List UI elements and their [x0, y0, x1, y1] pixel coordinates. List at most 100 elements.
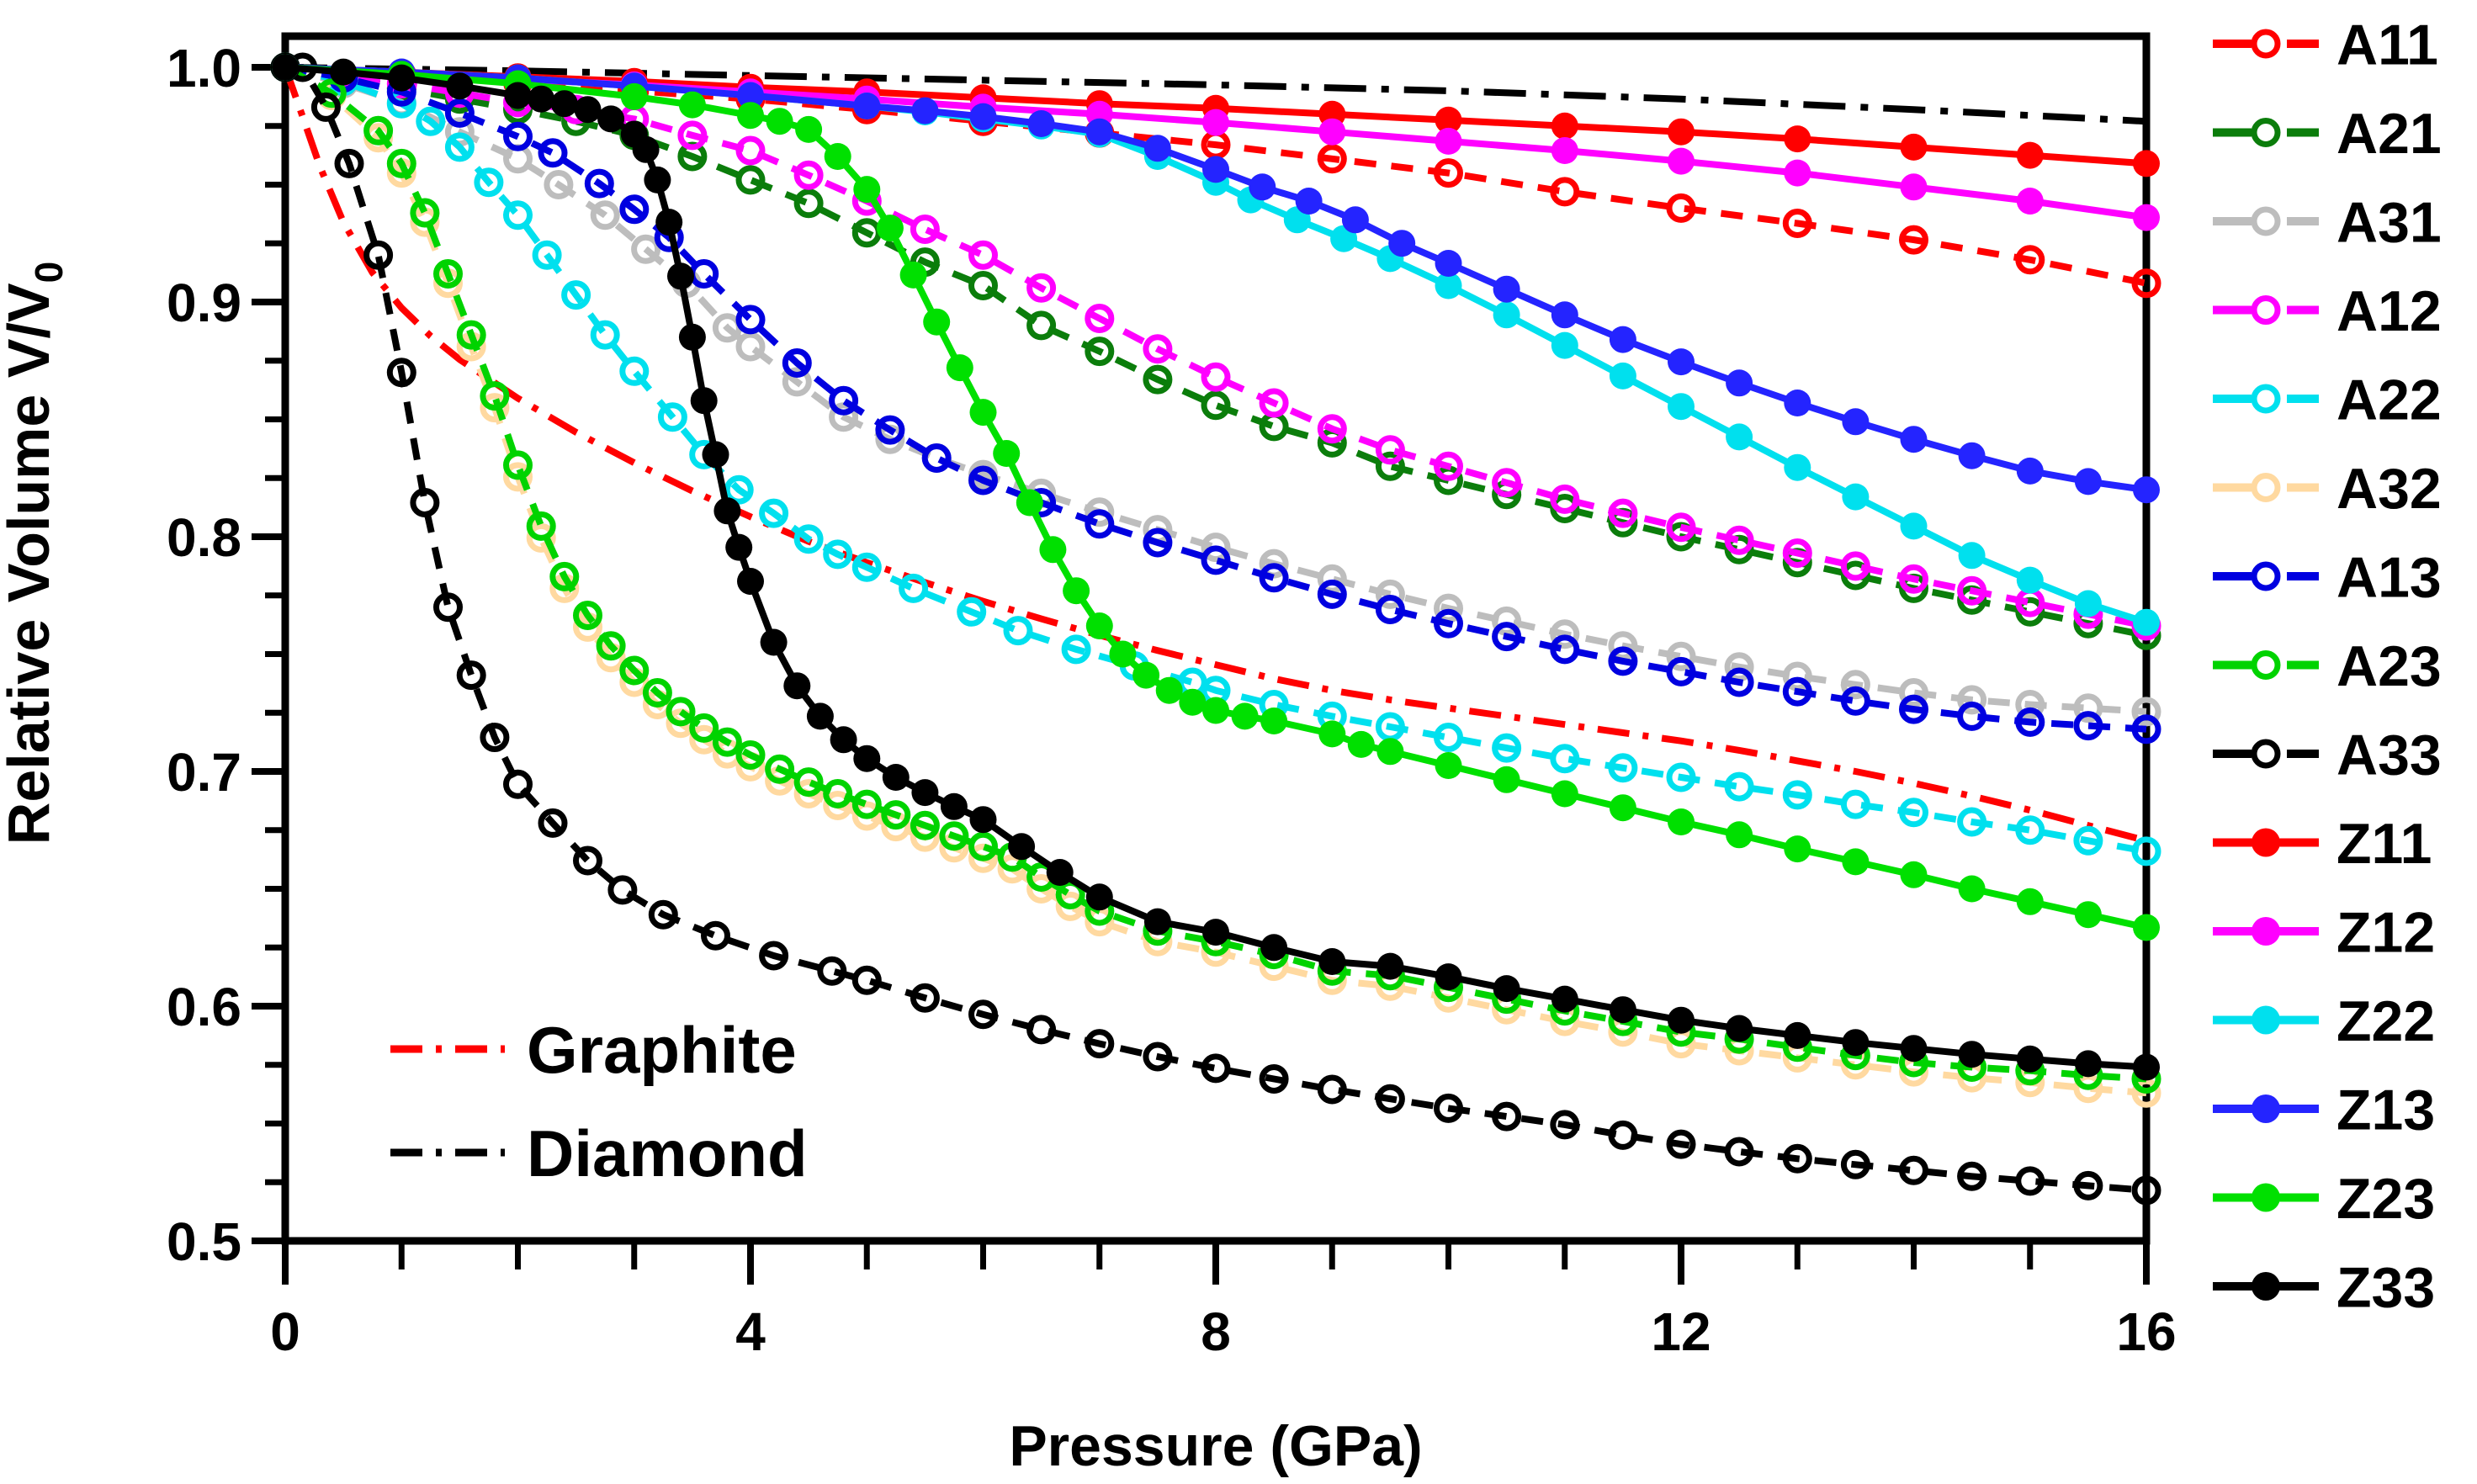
data-point-marker: [1039, 536, 1067, 564]
data-point-marker: [667, 262, 694, 290]
data-point-marker: [480, 723, 510, 752]
data-point-marker: [1317, 414, 1347, 444]
data-point-marker: [1668, 118, 1695, 146]
data-point-marker: [1608, 498, 1638, 528]
data-point-marker: [1668, 348, 1695, 376]
data-point-marker: [853, 745, 881, 772]
data-point-marker: [528, 85, 555, 113]
legend-label: A13: [2336, 545, 2442, 609]
data-point-marker: [1026, 310, 1057, 341]
data-point-marker: [632, 135, 660, 163]
data-point-marker: [1551, 780, 1578, 808]
data-point-marker: [1434, 608, 1463, 639]
data-point-marker: [474, 167, 504, 198]
legend-entry-a11: A11: [2213, 13, 2438, 77]
data-point-marker: [1957, 1161, 1987, 1191]
data-point-marker: [2133, 1053, 2160, 1081]
data-point-marker: [526, 511, 556, 541]
data-point-marker: [876, 215, 904, 242]
data-point-marker: [1202, 697, 1229, 724]
data-point-marker: [1666, 512, 1696, 543]
data-point-marker: [1143, 135, 1171, 162]
data-point-marker: [1724, 667, 1754, 697]
data-point-marker: [1434, 723, 1463, 752]
data-point-marker: [2133, 608, 2160, 636]
legend-entry-z22: Z22: [2213, 989, 2435, 1053]
data-point-marker: [1026, 874, 1057, 904]
data-point-marker: [1668, 393, 1695, 421]
data-point-marker: [793, 160, 824, 190]
data-point-marker: [480, 393, 510, 423]
y-axis-title: Relative Volume V/V0: [0, 262, 71, 845]
data-point-marker: [1435, 963, 1462, 991]
data-point-marker: [648, 899, 678, 930]
data-point-marker: [1551, 985, 1578, 1013]
data-point-marker: [456, 320, 486, 350]
legend-marker-filled-circle: [2252, 917, 2280, 946]
data-point-marker: [1666, 641, 1696, 671]
data-point-marker: [2131, 714, 2161, 745]
data-point-marker: [1900, 1035, 1928, 1063]
data-point-marker: [765, 754, 795, 784]
data-point-marker: [993, 440, 1021, 467]
data-point-marker: [2074, 468, 2102, 496]
data-point-marker: [597, 105, 625, 133]
data-point-marker: [2133, 150, 2160, 178]
legend-label: A11: [2336, 13, 2438, 77]
data-point-marker: [503, 200, 533, 231]
data-point-marker: [480, 381, 510, 411]
legend-marker-open-circle: [2251, 206, 2281, 236]
data-point-marker: [910, 983, 940, 1013]
data-point-marker: [1726, 369, 1753, 397]
data-point-marker: [968, 240, 998, 270]
data-point-marker: [1493, 275, 1520, 303]
data-point-marker: [823, 539, 853, 570]
data-point-marker: [416, 106, 446, 136]
data-point-marker: [1317, 144, 1347, 174]
data-point-marker: [735, 305, 766, 335]
data-point-marker: [1260, 934, 1288, 962]
data-point-marker: [1724, 771, 1754, 802]
data-point-marker: [1341, 206, 1369, 234]
series-curve-a23: [284, 64, 2147, 1083]
data-point-marker: [1550, 744, 1580, 774]
x-tick-label: 4: [735, 1301, 766, 1362]
data-point-marker: [1435, 250, 1462, 277]
legend-entry-a23: A23: [2213, 634, 2442, 698]
data-point-marker: [1317, 579, 1347, 609]
data-point-marker: [644, 166, 671, 193]
data-point-marker: [574, 96, 602, 124]
legend-marker-filled-circle: [2252, 1094, 2280, 1123]
data-point-marker: [1900, 512, 1928, 540]
data-point-marker: [1085, 612, 1113, 639]
data-point-marker: [1842, 848, 1870, 876]
data-point-marker: [824, 143, 851, 170]
data-point-marker: [1492, 606, 1522, 636]
series-a21: [270, 52, 2161, 650]
data-point-marker: [875, 415, 905, 445]
data-point-marker: [1784, 159, 1811, 187]
data-point-marker: [690, 387, 718, 415]
data-point-marker: [619, 194, 650, 225]
data-point-marker: [1726, 423, 1753, 451]
series-markers-a22: [270, 52, 2161, 867]
data-point-marker: [666, 697, 696, 727]
data-point-marker: [1724, 1137, 1754, 1167]
data-point-marker: [1668, 1006, 1695, 1034]
data-point-marker: [1899, 564, 1928, 594]
data-point-marker: [712, 727, 742, 757]
data-point-marker: [1608, 631, 1638, 661]
data-point-marker: [1493, 766, 1520, 793]
data-point-marker: [969, 399, 997, 427]
data-point-marker: [1726, 1015, 1753, 1042]
data-point-marker: [503, 450, 533, 480]
data-point-marker: [2073, 825, 2103, 856]
data-point-marker: [1551, 301, 1578, 329]
data-point-marker: [1726, 821, 1753, 849]
data-point-marker: [2015, 596, 2045, 627]
data-point-marker: [2131, 268, 2161, 299]
data-point-marker: [1201, 390, 1231, 421]
data-point-marker: [1259, 1064, 1289, 1094]
data-point-marker: [310, 92, 341, 122]
legend-label: A23: [2336, 634, 2442, 698]
